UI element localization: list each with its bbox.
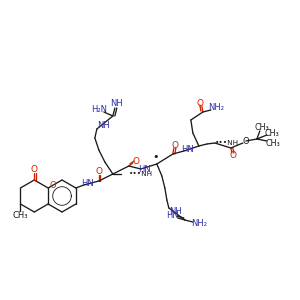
Text: CH₃: CH₃ bbox=[254, 122, 269, 131]
Text: HN: HN bbox=[167, 212, 179, 220]
Text: •••NH: •••NH bbox=[129, 171, 153, 177]
Text: •: • bbox=[153, 152, 159, 162]
Text: NH: NH bbox=[98, 122, 110, 130]
Text: •••NH: •••NH bbox=[215, 140, 239, 146]
Text: CH₃: CH₃ bbox=[266, 139, 280, 148]
Text: CH₃: CH₃ bbox=[265, 128, 279, 137]
Text: H₂N: H₂N bbox=[91, 106, 107, 115]
Text: O: O bbox=[196, 98, 203, 107]
Text: NH₂: NH₂ bbox=[191, 218, 207, 227]
Text: O: O bbox=[230, 152, 236, 160]
Text: NH: NH bbox=[110, 100, 123, 109]
Text: O: O bbox=[171, 140, 178, 149]
Text: O: O bbox=[50, 182, 56, 190]
Text: O: O bbox=[95, 167, 102, 176]
Text: NH: NH bbox=[169, 206, 182, 215]
Text: O: O bbox=[31, 166, 38, 175]
Text: NH₂: NH₂ bbox=[208, 103, 224, 112]
Text: O: O bbox=[242, 136, 249, 146]
Text: CH₃: CH₃ bbox=[13, 211, 28, 220]
Text: HN: HN bbox=[139, 166, 151, 175]
Text: HN: HN bbox=[82, 178, 94, 188]
Text: HN: HN bbox=[182, 145, 194, 154]
Text: O: O bbox=[132, 157, 140, 166]
